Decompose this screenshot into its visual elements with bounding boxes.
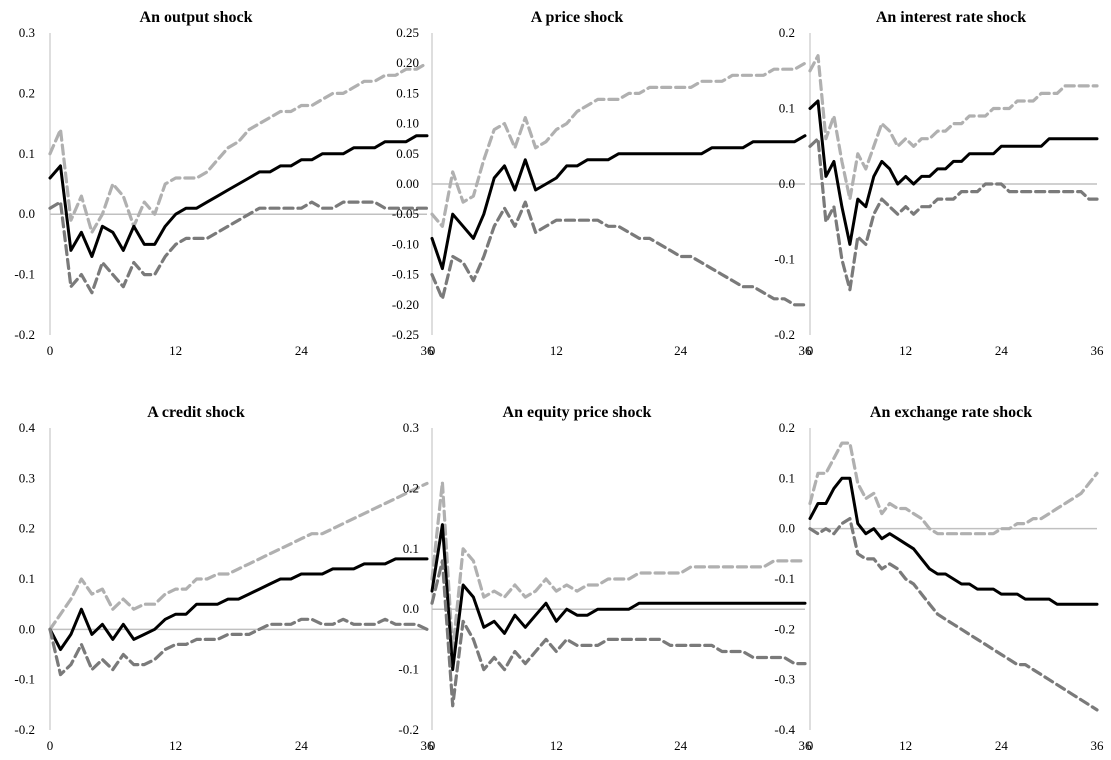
- chart-panel-6: An exchange rate shock -0.4 -0.3 -0.2 -0.1 0.…: [774, 404, 1104, 753]
- x-tick-label: 24: [295, 343, 309, 358]
- y-tick-label: 0.1: [403, 541, 419, 556]
- y-tick-label: 0.1: [19, 571, 35, 586]
- y-tick-label: 0.15: [396, 85, 419, 100]
- y-tick-label: 0.2: [19, 85, 35, 100]
- y-tick-label: 0.1: [19, 146, 35, 161]
- y-tick-label: -0.2: [14, 327, 35, 342]
- x-tick-label: 12: [899, 738, 912, 753]
- series-line-upper-band: [430, 480, 807, 654]
- y-tick-label: 0.4: [19, 420, 36, 435]
- series-line-upper-band: [48, 61, 429, 234]
- y-tick-label: 0.3: [19, 470, 35, 485]
- y-tick-label: -0.1: [398, 662, 419, 677]
- y-tick-label: -0.2: [774, 621, 795, 636]
- y-tick-label: 0.2: [779, 25, 795, 40]
- y-tick-label: 0.1: [779, 101, 795, 116]
- chart-panel-3: An interest rate shock -0.2 -0.1 0.0 0.1 0.2 0…: [774, 9, 1104, 358]
- y-tick-label: 0.0: [19, 206, 35, 221]
- x-tick-label: 0: [807, 343, 814, 358]
- series-line-lower-band: [808, 516, 1099, 712]
- y-tick-label: -0.10: [392, 236, 419, 251]
- chart-panel-4: A credit shock -0.2 -0.1 0.0 0.1 0.2 0.3 0.4 0 12…: [14, 404, 434, 753]
- y-tick-label: -0.20: [392, 297, 419, 312]
- x-tick-label: 36: [421, 343, 435, 358]
- y-tick-label: -0.1: [774, 571, 795, 586]
- y-tick-label: -0.2: [774, 327, 795, 342]
- x-tick-label: 12: [550, 738, 563, 753]
- series-line-upper-band: [808, 54, 1099, 201]
- chart-title: An exchange rate shock: [870, 404, 1032, 421]
- y-tick-label: 0.2: [779, 420, 795, 435]
- y-tick-label: 0.2: [19, 521, 35, 536]
- x-tick-label: 24: [995, 343, 1009, 358]
- chart-title: An interest rate shock: [876, 9, 1026, 26]
- y-tick-label: 0.1: [779, 470, 795, 485]
- y-tick-label: -0.1: [774, 252, 795, 267]
- series-line-lower-band: [430, 559, 807, 708]
- series-line-center: [808, 476, 1099, 606]
- chart-panel-1: An output shock -0.2 -0.1 0.0 0.1 0.2 0.3 0 12 24…: [14, 9, 434, 358]
- y-tick-label: 0.0: [779, 521, 795, 536]
- chart-title: An equity price shock: [503, 404, 652, 421]
- y-tick-label: -0.05: [392, 206, 419, 221]
- y-tick-label: -0.3: [774, 672, 795, 687]
- x-tick-label: 36: [1091, 343, 1105, 358]
- series-line-center: [48, 134, 429, 258]
- y-tick-label: 0.0: [19, 621, 35, 636]
- series-line-center: [430, 523, 807, 672]
- series-line-center: [48, 557, 429, 651]
- x-tick-label: 24: [674, 738, 688, 753]
- chart-title: An output shock: [140, 9, 253, 26]
- x-tick-label: 0: [47, 343, 54, 358]
- x-tick-label: 0: [807, 738, 814, 753]
- y-tick-label: 0.10: [396, 116, 419, 131]
- y-tick-label: 0.3: [19, 25, 35, 40]
- series-line-upper-band: [48, 481, 429, 631]
- chart-title: A price shock: [531, 9, 624, 26]
- x-tick-label: 36: [1091, 738, 1105, 753]
- series-line-lower-band: [430, 200, 807, 307]
- y-tick-label: -0.1: [14, 672, 35, 687]
- x-tick-label: 36: [799, 343, 813, 358]
- chart-panel-2: A price shock-0.25-0.20-0.15-0.10-0.050.…: [392, 9, 812, 358]
- y-tick-label: 0.0: [403, 601, 419, 616]
- x-tick-label: 24: [995, 738, 1009, 753]
- y-tick-label: -0.2: [398, 722, 419, 737]
- series-line-lower-band: [808, 137, 1099, 292]
- x-tick-label: 24: [674, 343, 688, 358]
- x-tick-label: 12: [169, 738, 182, 753]
- y-tick-label: 0.25: [396, 25, 419, 40]
- y-tick-label: 0.2: [403, 480, 419, 495]
- y-tick-label: 0.3: [403, 420, 419, 435]
- x-tick-label: 12: [550, 343, 563, 358]
- chart-title: A credit shock: [147, 404, 245, 421]
- y-tick-label: -0.1: [14, 267, 35, 282]
- y-tick-label: 0.20: [396, 55, 419, 70]
- series-line-upper-band: [430, 61, 807, 228]
- y-tick-label: 0.00: [396, 176, 419, 191]
- y-tick-label: -0.4: [774, 722, 795, 737]
- y-tick-label: -0.2: [14, 722, 35, 737]
- y-tick-label: -0.25: [392, 327, 419, 342]
- x-tick-label: 0: [47, 738, 54, 753]
- x-tick-label: 36: [799, 738, 813, 753]
- x-tick-label: 0: [429, 343, 436, 358]
- x-tick-label: 12: [899, 343, 912, 358]
- series-line-lower-band: [48, 200, 429, 295]
- y-tick-label: 0.05: [396, 146, 419, 161]
- x-tick-label: 36: [421, 738, 435, 753]
- series-line-center: [430, 134, 807, 271]
- x-tick-label: 12: [169, 343, 182, 358]
- x-tick-label: 0: [429, 738, 436, 753]
- chart-panel-5: An equity price shock -0.2 -0.1 0.0 0.1 0.2 0.…: [398, 404, 812, 753]
- series-line-lower-band: [48, 617, 429, 677]
- y-tick-label: -0.15: [392, 267, 419, 282]
- y-tick-label: 0.0: [779, 176, 795, 191]
- series-line-center: [808, 99, 1099, 246]
- series-line-upper-band: [808, 441, 1099, 536]
- x-tick-label: 24: [295, 738, 309, 753]
